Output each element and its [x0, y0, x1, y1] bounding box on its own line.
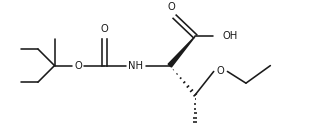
Text: O: O	[74, 61, 82, 71]
Text: O: O	[217, 66, 224, 76]
Text: O: O	[168, 2, 176, 12]
Text: OH: OH	[222, 31, 238, 41]
Text: O: O	[100, 24, 108, 34]
Text: NH: NH	[128, 61, 143, 71]
Polygon shape	[168, 36, 195, 67]
